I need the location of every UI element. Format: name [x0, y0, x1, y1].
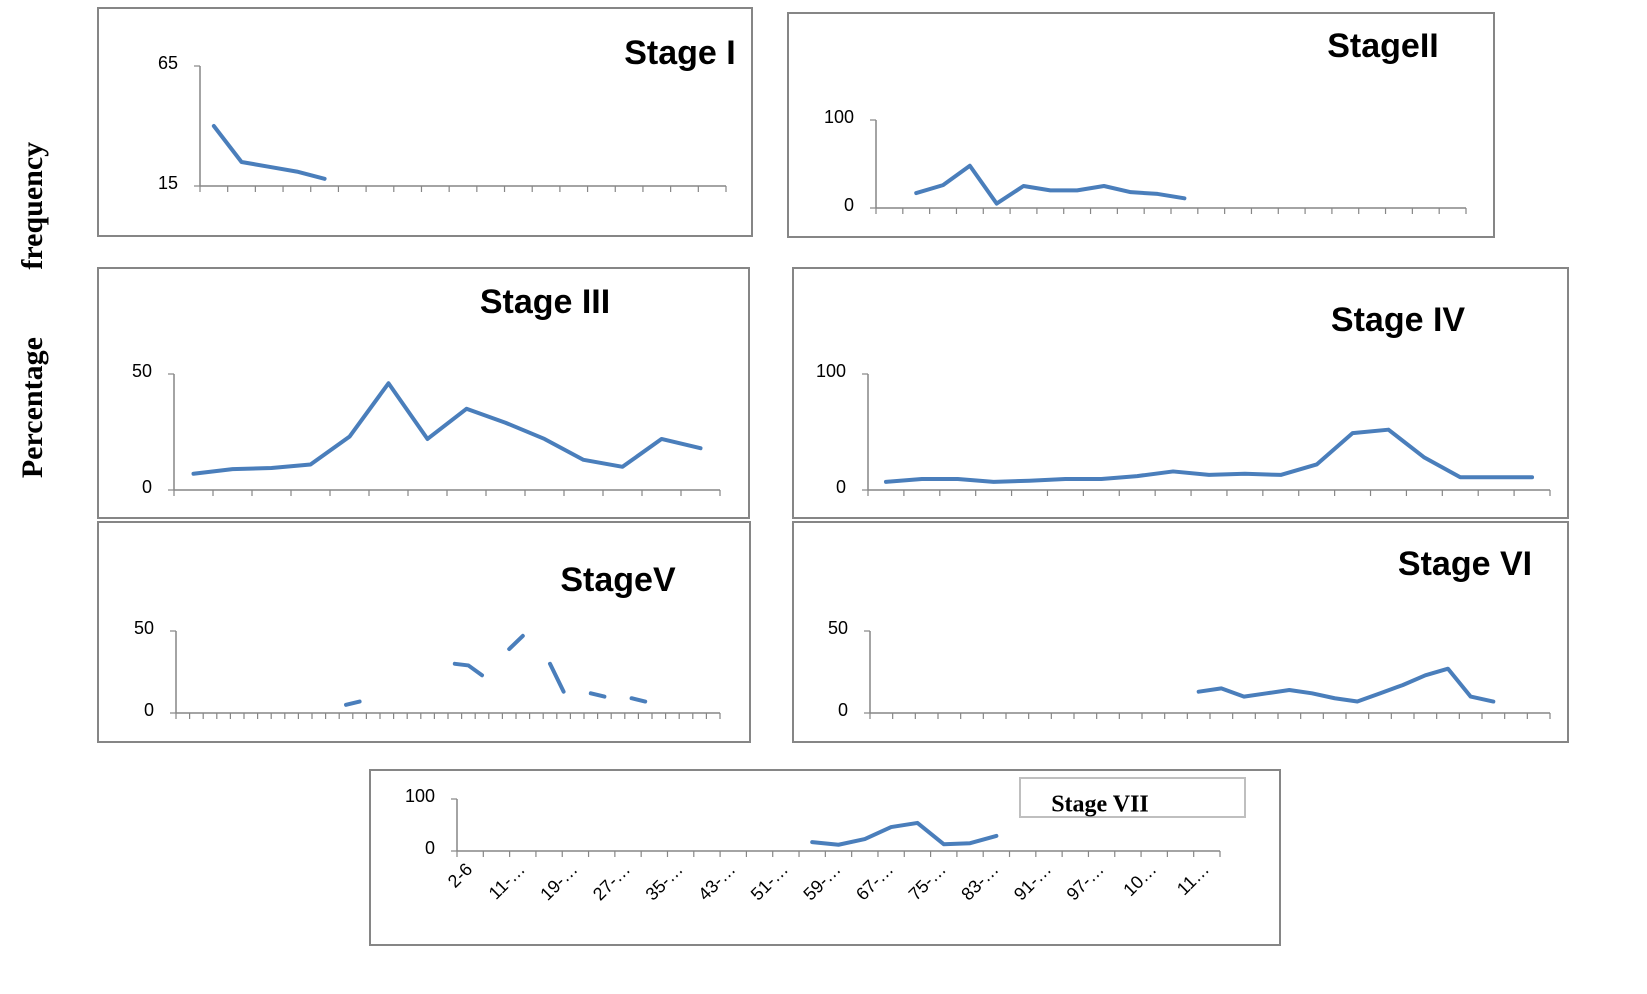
x-tick-label: 91-…	[1010, 859, 1055, 904]
x-tick-label: 19-…	[536, 859, 581, 904]
chart-title: Stage III	[480, 283, 610, 321]
x-tick-label: 67-…	[852, 859, 897, 904]
data-line	[191, 381, 703, 476]
x-tick-label: 97-…	[1063, 859, 1108, 904]
y-tick-label: 100	[405, 786, 435, 806]
x-tick-label: 27-…	[589, 859, 634, 904]
data-line	[211, 124, 327, 181]
chart-title: Stage VII	[1051, 792, 1149, 818]
panel-border	[792, 267, 1569, 519]
y-tick-label: 100	[816, 361, 846, 381]
panel-border	[97, 521, 751, 743]
chart-title: StageV	[560, 561, 676, 599]
y-tick-label: 50	[828, 618, 848, 638]
y-tick-label: 0	[142, 477, 152, 497]
x-tick-label: 83-…	[957, 859, 1002, 904]
data-line	[588, 691, 607, 699]
x-tick-label: 51-…	[747, 859, 792, 904]
data-line	[507, 633, 525, 652]
x-tick-label: 2-6	[444, 859, 477, 892]
panel-border	[97, 7, 753, 237]
y-tick-label: 0	[836, 477, 846, 497]
y-axis-label: Percentage frequency	[16, 142, 49, 478]
y-tick-label: 15	[158, 173, 178, 193]
chart-panel: 0 50 StageV	[97, 521, 751, 743]
y-tick-label: 0	[144, 700, 154, 720]
chart-title: StageII	[1327, 27, 1438, 65]
y-tick-label: 0	[844, 195, 854, 215]
x-tick-label: 10…	[1119, 859, 1160, 900]
y-tick-label: 100	[824, 107, 854, 127]
chart-title: Stage VI	[1398, 545, 1532, 583]
data-line	[452, 661, 484, 678]
x-tick-label: 11…	[1173, 859, 1213, 899]
y-tick-label: 0	[425, 838, 435, 858]
data-line	[344, 699, 362, 707]
chart-panel: 0 100 StageII	[787, 12, 1495, 238]
x-tick-label: 43-…	[694, 859, 739, 904]
y-tick-label: 65	[158, 53, 178, 73]
panel-border	[97, 267, 750, 519]
chart-panel: 0 50 Stage VI	[792, 521, 1569, 743]
y-tick-label: 50	[132, 361, 152, 381]
chart-title: Stage IV	[1331, 301, 1465, 339]
y-tick-label: 0	[838, 700, 848, 720]
data-line	[810, 820, 999, 847]
chart-panel: 15 65 Stage I	[97, 7, 753, 237]
chart-panel: 0 100 2-6 11-… 19-… 27-… 35-… 43-… 51-… 59-… 67-… 7…	[369, 769, 1281, 946]
x-tick-label: 75-…	[905, 859, 950, 904]
chart-panel: 0 50 Stage III	[97, 267, 750, 519]
chart-panel: 0 100 Stage IV	[792, 267, 1569, 519]
panel-border	[369, 769, 1281, 946]
data-line	[914, 163, 1187, 206]
x-tick-label: 11-…	[485, 859, 529, 903]
data-line	[548, 661, 566, 694]
title-box	[1019, 777, 1246, 818]
data-line	[1196, 666, 1496, 704]
x-tick-label: 59-…	[799, 859, 844, 904]
panel-border	[787, 12, 1495, 238]
x-tick-label: 35-…	[642, 859, 687, 904]
y-tick-label: 50	[134, 618, 154, 638]
panel-border	[792, 521, 1569, 743]
data-line	[883, 427, 1535, 484]
data-line	[629, 696, 648, 704]
chart-title: Stage I	[624, 34, 735, 72]
